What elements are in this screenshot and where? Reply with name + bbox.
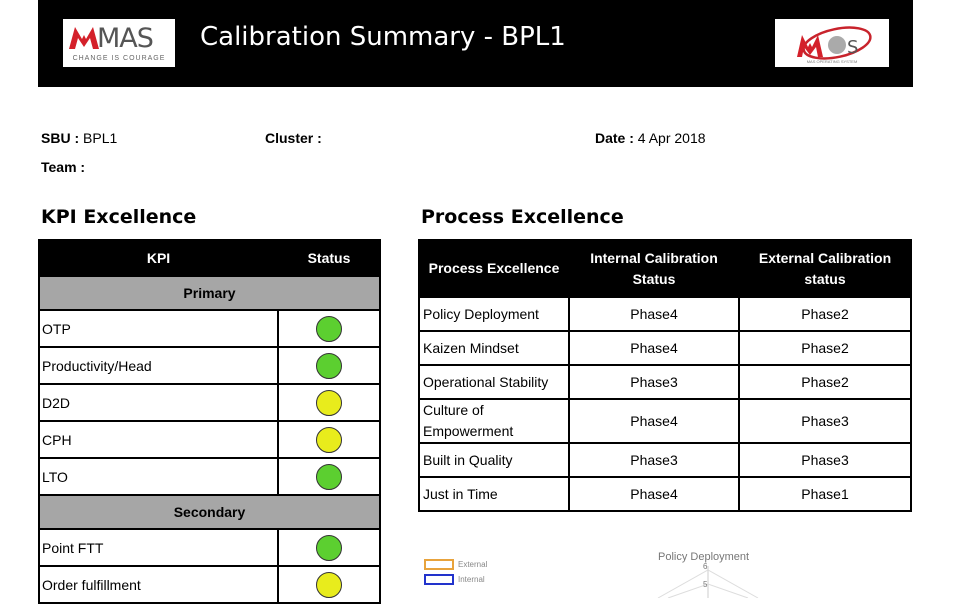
external-status: Phase2 [739,297,911,331]
legend-label-internal: Internal [458,575,485,584]
kpi-status-cell [278,566,380,603]
process-table-header: Process Excellence Internal Calibration … [419,240,911,297]
external-status: Phase3 [739,443,911,477]
status-yellow-dot-icon [316,390,342,416]
kpi-name: D2D [39,384,278,421]
status-yellow-dot-icon [316,427,342,453]
primary-group-header: Primary [39,276,380,310]
process-table: Process Excellence Internal Calibration … [418,239,912,512]
kpi-name: OTP [39,310,278,347]
kpi-table: KPI Status Primary OTPProductivity/HeadD… [38,239,381,604]
process-row: Kaizen MindsetPhase4Phase2 [419,331,911,365]
team-label: Team : [41,159,85,175]
header-bar: MAS CHANGE IS COURAGE Calibration Summar… [38,0,913,87]
process-name: Kaizen Mindset [419,331,569,365]
kpi-status-cell [278,529,380,566]
radar-legend: External Internal [424,557,487,587]
internal-status: Phase4 [569,331,739,365]
external-status-column-header: External Calibration status [739,240,911,297]
mas-logo-tagline: CHANGE IS COURAGE [67,55,171,62]
external-status: Phase2 [739,365,911,399]
status-column-header: Status [278,240,380,276]
date-label: Date : [595,130,634,146]
legend-swatch-internal [424,574,454,585]
cluster-label: Cluster : [265,130,322,146]
date-field: Date : 4 Apr 2018 [595,130,706,146]
legend-swatch-external [424,559,454,570]
status-green-dot-icon [316,535,342,561]
kpi-name: Order fulfillment [39,566,278,603]
kpi-row: D2D [39,384,380,421]
kpi-status-cell [278,347,380,384]
status-green-dot-icon [316,464,342,490]
kpi-column-header: KPI [39,240,278,276]
radar-tick-5: 5 [703,580,707,589]
kpi-name: Productivity/Head [39,347,278,384]
internal-status: Phase4 [569,297,739,331]
kpi-row: Point FTT [39,529,380,566]
kpi-name: LTO [39,458,278,495]
kpi-row: CPH [39,421,380,458]
kpi-status-cell [278,310,380,347]
process-name: Just in Time [419,477,569,511]
process-name: Operational Stability [419,365,569,399]
kpi-name: CPH [39,421,278,458]
team-field: Team : [41,159,85,175]
internal-status-column-header: Internal Calibration Status [569,240,739,297]
process-row: Culture of EmpowermentPhase4Phase3 [419,399,911,443]
process-row: Policy DeploymentPhase4Phase2 [419,297,911,331]
process-name: Built in Quality [419,443,569,477]
process-row: Operational StabilityPhase3Phase2 [419,365,911,399]
process-section-title: Process Excellence [421,206,624,228]
page-title: Calibration Summary - BPL1 [200,22,566,52]
kpi-status-cell [278,421,380,458]
process-row: Just in TimePhase4Phase1 [419,477,911,511]
mas-logo-mark-icon [69,25,99,49]
legend-item-internal: Internal [424,572,487,587]
status-green-dot-icon [316,353,342,379]
kpi-row: Productivity/Head [39,347,380,384]
kpi-row: OTP [39,310,380,347]
sbu-value: BPL1 [83,130,117,146]
process-name: Policy Deployment [419,297,569,331]
date-value: 4 Apr 2018 [638,130,706,146]
kpi-status-cell [278,384,380,421]
legend-item-external: External [424,557,487,572]
legend-label-external: External [458,560,487,569]
radar-tick-6: 6 [703,562,707,571]
sbu-label: SBU : [41,130,79,146]
internal-status: Phase4 [569,477,739,511]
svg-text:S: S [847,37,858,58]
process-column-header: Process Excellence [419,240,569,297]
process-row: Built in QualityPhase3Phase3 [419,443,911,477]
mos-logo: S MAS OPERATING SYSTEM [775,19,889,67]
mas-logo-word: MAS [97,23,153,54]
kpi-status-cell [278,458,380,495]
status-green-dot-icon [316,316,342,342]
sbu-field: SBU : BPL1 [41,130,117,146]
internal-status: Phase3 [569,443,739,477]
internal-status: Phase4 [569,399,739,443]
status-yellow-dot-icon [316,572,342,598]
secondary-group-header: Secondary [39,495,380,529]
external-status: Phase3 [739,399,911,443]
mas-logo: MAS CHANGE IS COURAGE [63,19,175,67]
kpi-section-title: KPI Excellence [41,206,196,228]
mos-logo-mark-icon: S [789,23,875,63]
external-status: Phase2 [739,331,911,365]
external-status: Phase1 [739,477,911,511]
cluster-field: Cluster : [265,130,322,146]
process-name: Culture of Empowerment [419,399,569,443]
kpi-name: Point FTT [39,529,278,566]
kpi-row: Order fulfillment [39,566,380,603]
internal-status: Phase3 [569,365,739,399]
mos-logo-tagline: MAS OPERATING SYSTEM [781,59,883,64]
kpi-row: LTO [39,458,380,495]
kpi-table-header: KPI Status [39,240,380,276]
